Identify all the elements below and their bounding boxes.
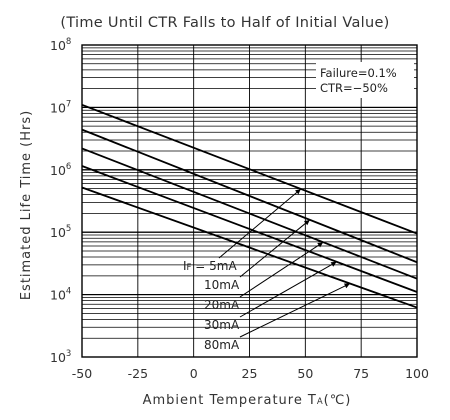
y-tick-label: 103	[50, 349, 71, 365]
series-label: 20mA	[204, 298, 240, 312]
y-tick-base: 10	[50, 163, 66, 178]
series-line	[81, 103, 418, 235]
leader-line	[239, 219, 311, 278]
x-tick-label: 50	[297, 366, 313, 381]
series-line	[81, 128, 418, 264]
leader-arrowhead	[330, 261, 337, 267]
leader-arrowhead	[303, 219, 310, 226]
series-label: 10mA	[204, 278, 240, 292]
series-label: IF = 5mA	[183, 259, 237, 273]
y-tick-base: 10	[50, 38, 66, 53]
series-labels: IF = 5mA 10mA 20mA 30mA 80mA	[183, 259, 240, 352]
plot-frame	[81, 44, 418, 358]
series-label-main: 30mA	[204, 318, 240, 332]
leader-line	[239, 261, 337, 318]
series-label-main: 10mA	[204, 278, 240, 292]
annotation-failure: Failure=0.1%	[320, 66, 397, 80]
chart-title: (Time Until CTR Falls to Half of Initial…	[60, 15, 389, 31]
x-axis-label-unit: (℃)	[324, 393, 352, 408]
x-tick-labels: -50 -25 0 25 50 75 100	[72, 366, 429, 381]
y-tick-base: 10	[50, 288, 66, 303]
y-tick-label: 107	[50, 99, 71, 115]
y-tick-exponent: 5	[66, 224, 71, 234]
series-lines	[81, 103, 418, 309]
y-tick-exponent: 7	[66, 99, 71, 109]
y-tick-exponent: 8	[66, 37, 71, 47]
y-tick-base: 10	[50, 350, 66, 365]
series-line	[81, 186, 418, 309]
series-label: 80mA	[204, 338, 240, 352]
y-tick-label: 105	[50, 224, 71, 240]
x-axis-label-subscript: A	[317, 397, 324, 407]
series-label-rest: = 5mA	[191, 259, 237, 273]
series-label-subscript: F	[187, 263, 192, 273]
leader-line	[218, 188, 302, 259]
y-tick-exponent: 6	[66, 162, 71, 172]
x-axis-label-text: Ambient Temperature	[143, 393, 303, 408]
y-tick-exponent: 3	[66, 349, 71, 359]
series-line	[81, 165, 418, 293]
series-label-main: 20mA	[204, 298, 240, 312]
leader-arrowhead	[317, 242, 324, 248]
y-axis-label: Estimated Life Time (Hrs)	[19, 110, 34, 300]
leader-line	[239, 241, 324, 298]
series-label-main: 80mA	[204, 338, 240, 352]
leader-line	[239, 283, 351, 338]
annotation-box: Failure=0.1% CTR=−50%	[316, 62, 414, 98]
y-tick-base: 10	[50, 225, 66, 240]
leader-arrowhead	[295, 188, 301, 195]
x-tick-label: 0	[190, 366, 198, 381]
x-tick-label: -50	[72, 366, 92, 381]
x-tick-label: 75	[353, 366, 369, 381]
y-tick-label: 104	[50, 287, 71, 303]
x-tick-label: 25	[242, 366, 258, 381]
series-line	[81, 147, 418, 280]
x-axis-label-symbol: T	[307, 393, 317, 408]
y-tick-label: 106	[50, 162, 71, 178]
series-leader-lines	[218, 188, 351, 338]
x-tick-label: 100	[405, 366, 429, 381]
series-label-main: I	[183, 259, 187, 273]
y-tick-exponent: 4	[66, 287, 71, 297]
y-tick-label: 108	[50, 37, 71, 53]
leader-arrowhead	[344, 283, 350, 289]
y-tick-base: 10	[50, 100, 66, 115]
x-axis-label: Ambient Temperature TA(℃)	[143, 393, 352, 408]
annotation-ctr: CTR=−50%	[320, 81, 388, 95]
series-label: 30mA	[204, 318, 240, 332]
x-tick-label: -25	[128, 366, 148, 381]
